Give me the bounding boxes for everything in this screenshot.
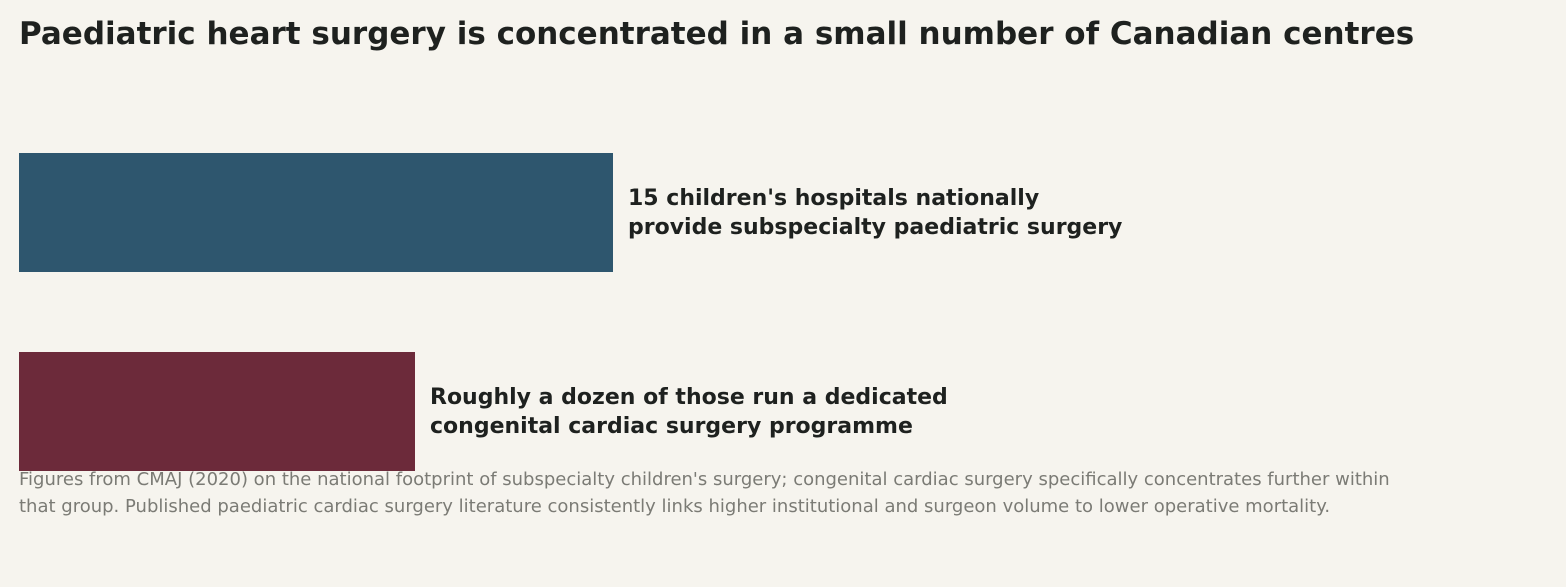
caption-line: Figures from CMAJ (2020) on the national…	[19, 469, 1390, 490]
bar-label-line: 15 children's hospitals nationally	[628, 186, 1040, 211]
bar-label-line: provide subspecialty paediatric surgery	[628, 215, 1123, 240]
bar-label-hospitals-total: 15 children's hospitals nationally provi…	[628, 184, 1122, 242]
bar-label-line: Roughly a dozen of those run a dedicated	[430, 385, 948, 410]
bar-cardiac-programmes	[19, 352, 415, 471]
caption-line: that group. Published paediatric cardiac…	[19, 496, 1331, 517]
bar-label-cardiac-programmes: Roughly a dozen of those run a dedicated…	[430, 383, 948, 441]
chart-title: Paediatric heart surgery is concentrated…	[19, 16, 1415, 52]
bar-label-line: congenital cardiac surgery programme	[430, 414, 913, 439]
bar-hospitals-total	[19, 153, 613, 272]
chart-caption: Figures from CMAJ (2020) on the national…	[19, 466, 1390, 520]
